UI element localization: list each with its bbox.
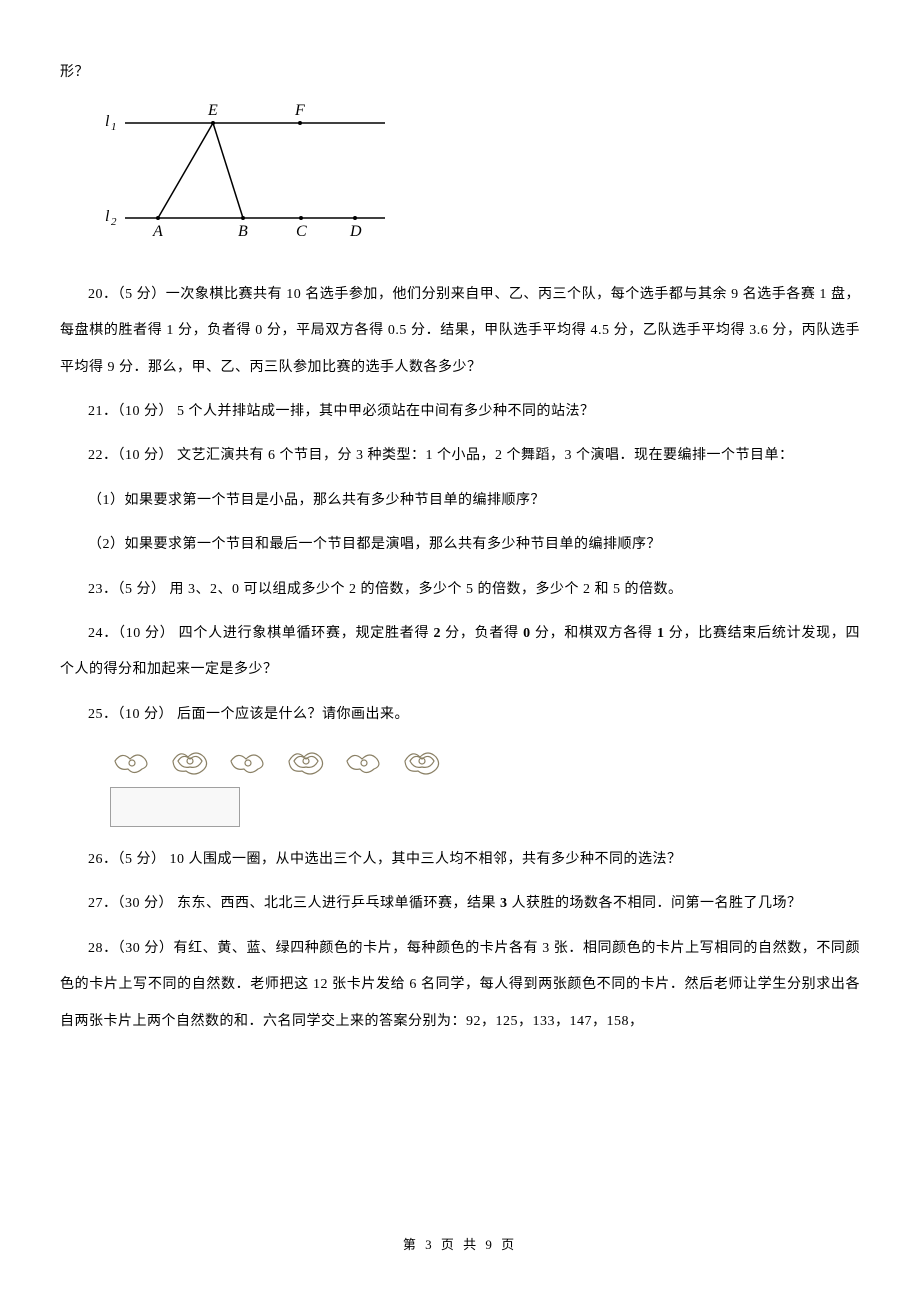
- point-e: E: [207, 102, 218, 119]
- triangle-side-be: [213, 123, 243, 218]
- question-28: 28．（30 分）有红、黄、蓝、绿四种颜色的卡片，每种颜色的卡片各有 3 张．相…: [60, 931, 860, 1040]
- question-22: 22．（10 分） 文艺汇演共有 6 个节目，分 3 种类型：1 个小品，2 个…: [60, 438, 860, 474]
- fragment-top: 形？: [60, 55, 860, 91]
- question-22-sub1: （1）如果要求第一个节目是小品，那么共有多少种节目单的编排顺序？: [60, 483, 860, 519]
- pattern-flower-complex-2: [284, 741, 330, 779]
- page-footer: 第 3 页 共 9 页: [0, 1228, 920, 1262]
- geometry-diagram: l 1 E F l 2 A B C D: [100, 101, 860, 261]
- question-20: 20．（5 分）一次象棋比赛共有 10 名选手参加，他们分别来自甲、乙、丙三个队…: [60, 277, 860, 386]
- pattern-flower-simple-1: [110, 741, 156, 779]
- svg-text:2: 2: [111, 216, 117, 228]
- question-22-sub2: （2）如果要求第一个节目和最后一个节目都是演唱，那么共有多少种节目单的编排顺序？: [60, 527, 860, 563]
- question-26: 26．（5 分） 10 人围成一圈，从中选出三个人，其中三人均不相邻，共有多少种…: [60, 842, 860, 878]
- pattern-sequence: [110, 741, 860, 827]
- triangle-side-ae: [158, 123, 213, 218]
- line1-label: l: [105, 113, 110, 130]
- svg-text:1: 1: [111, 121, 117, 133]
- question-23: 23．（5 分） 用 3、2、0 可以组成多少个 2 的倍数，多少个 5 的倍数…: [60, 572, 860, 608]
- point-b: B: [238, 223, 248, 240]
- pattern-flower-simple-2: [226, 741, 272, 779]
- point-a: A: [152, 223, 163, 240]
- pattern-flower-complex-1: [168, 741, 214, 779]
- pattern-answer-box: [110, 787, 240, 827]
- point-c: C: [296, 223, 307, 240]
- point-d: D: [349, 223, 362, 240]
- question-21: 21．（10 分） 5 个人并排站成一排，其中甲必须站在中间有多少种不同的站法？: [60, 394, 860, 430]
- pattern-flower-complex-3: [400, 741, 446, 779]
- line2-label: l: [105, 208, 110, 225]
- pattern-flower-simple-3: [342, 741, 388, 779]
- question-24: 24．（10 分） 四个人进行象棋单循环赛，规定胜者得 2 分，负者得 0 分，…: [60, 616, 860, 689]
- question-27: 27．（30 分） 东东、西西、北北三人进行乒乓球单循环赛，结果 3 人获胜的场…: [60, 886, 860, 922]
- question-25: 25．（10 分） 后面一个应该是什么？请你画出来。: [60, 697, 860, 733]
- point-f: F: [294, 102, 305, 119]
